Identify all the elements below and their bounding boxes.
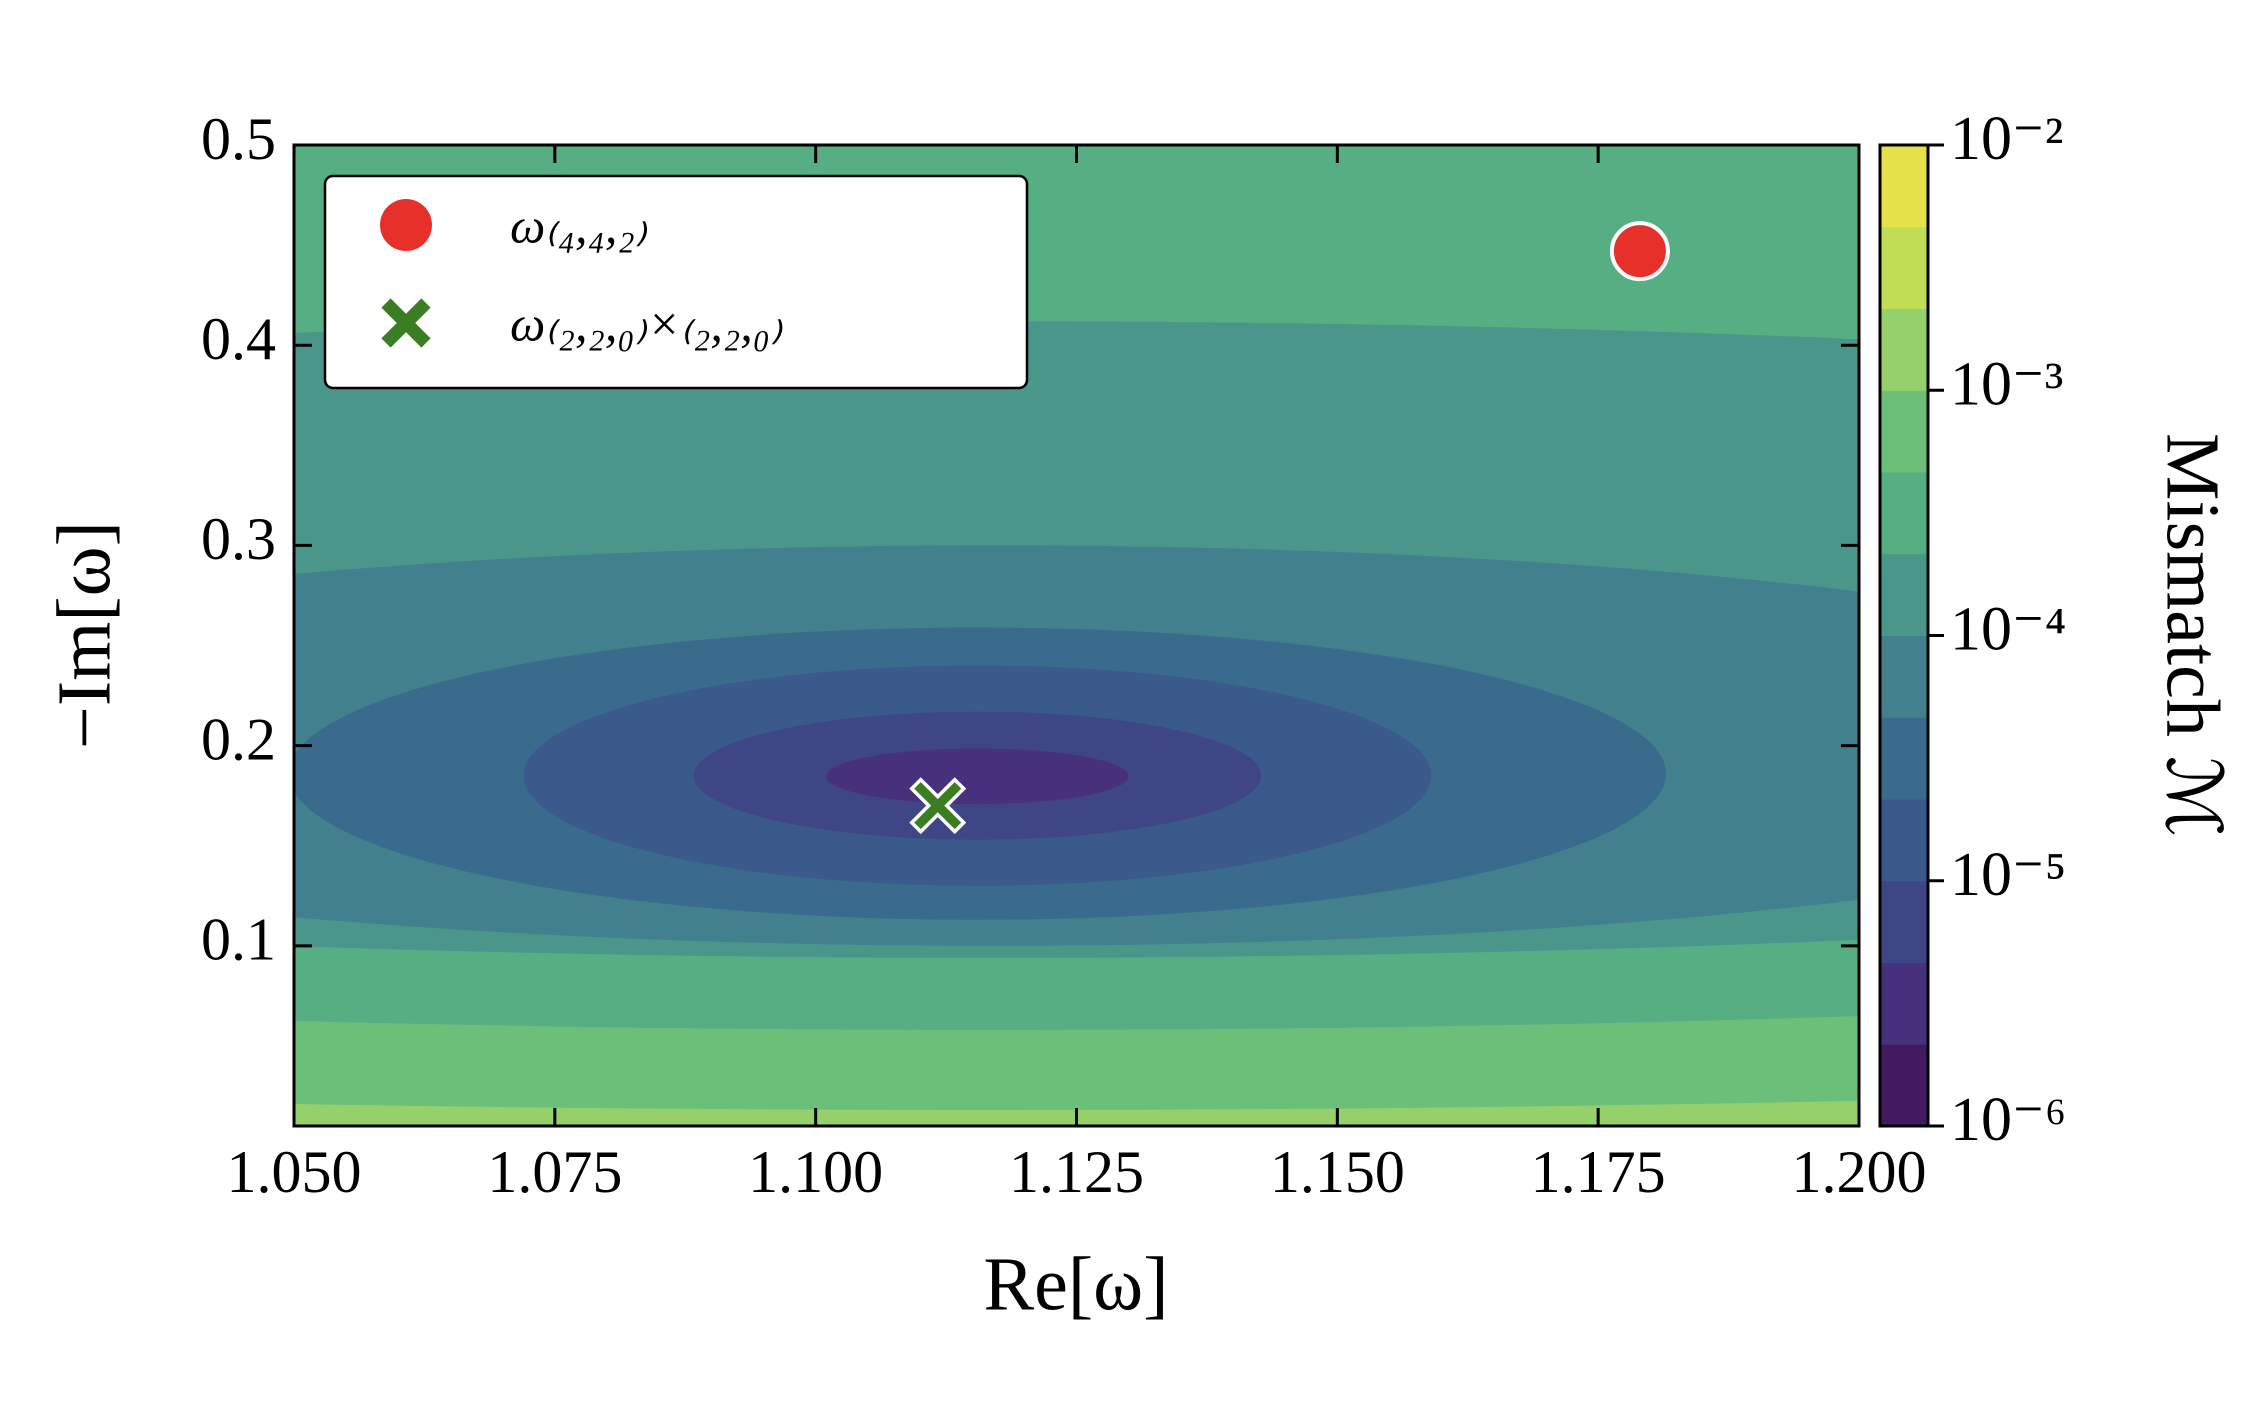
legend-label: ω₍₂,₂,₀₎×₍₂,₂,₀₎ [510,295,783,351]
x-axis-label: Re[ω] [983,1242,1168,1326]
colorbar-band [1880,799,1928,882]
colorbar-band [1880,390,1928,473]
y-tick-label: 0.5 [201,106,276,172]
legend-box [323,174,1029,390]
y-tick-label: 0.4 [201,306,276,372]
colorbar-tick-label: 10⁻⁶ [1950,1086,2066,1154]
colorbar-band [1880,471,1928,555]
contour-band [826,748,1129,805]
y-tick-label: 0.1 [201,907,276,973]
colorbar-tick-label: 10⁻³ [1950,350,2063,418]
y-axis-label: −Im[ω] [42,521,126,749]
colorbar-band [1880,962,1928,1045]
colorbar-band [1880,1044,1928,1127]
marker [1609,221,1670,282]
colorbar-tick-label: 10⁻⁵ [1950,841,2066,909]
legend-label: ω₍₄,₄,₂₎ [510,197,648,253]
x-tick-label: 1.125 [1009,1139,1144,1205]
colorbar-label: Mismatch ℳ [2151,433,2235,837]
colorbar-band [1880,553,1928,636]
marker [909,777,967,835]
colorbar-tick-label: 10⁻⁴ [1950,596,2066,664]
colorbar-band [1880,635,1928,718]
colorbar-band [1880,226,1928,310]
x-tick-label: 1.175 [1531,1139,1666,1205]
x-tick-label: 1.200 [1792,1139,1927,1205]
colorbar-tick-label: 10⁻² [1950,105,2063,173]
colorbar-band [1880,145,1928,228]
x-tick-label: 1.150 [1270,1139,1405,1205]
legend-marker [381,298,431,348]
x-tick-label: 1.075 [487,1139,622,1205]
y-tick-label: 0.3 [201,506,276,572]
colorbar-band [1880,308,1928,391]
y-tick-label: 0.2 [201,706,276,772]
colorbar-band [1880,717,1928,800]
legend-marker [380,199,432,251]
x-tick-label: 1.050 [227,1139,362,1205]
x-tick-label: 1.100 [748,1139,883,1205]
colorbar-band [1880,880,1928,963]
